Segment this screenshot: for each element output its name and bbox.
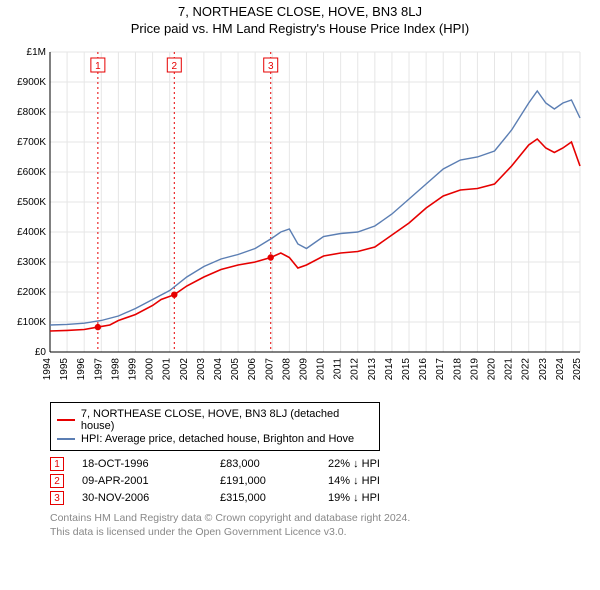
legend-box: 7, NORTHEASE CLOSE, HOVE, BN3 8LJ (detac… (50, 402, 380, 451)
svg-text:1998: 1998 (110, 358, 121, 381)
table-row: 2 09-APR-2001 £191,000 14% ↓ HPI (50, 474, 592, 488)
svg-text:1995: 1995 (59, 358, 70, 381)
svg-text:£100K: £100K (17, 317, 46, 328)
svg-text:£300K: £300K (17, 257, 46, 268)
svg-text:2002: 2002 (179, 358, 190, 381)
sale-badge: 1 (50, 457, 64, 471)
svg-text:2004: 2004 (213, 358, 224, 381)
table-row: 1 18-OCT-1996 £83,000 22% ↓ HPI (50, 457, 592, 471)
svg-text:2015: 2015 (401, 358, 412, 381)
sales-table: 1 18-OCT-1996 £83,000 22% ↓ HPI 2 09-APR… (50, 457, 592, 505)
svg-text:2011: 2011 (333, 358, 344, 380)
footer-attribution: Contains HM Land Registry data © Crown c… (50, 511, 592, 539)
svg-text:2021: 2021 (504, 358, 515, 381)
svg-text:2012: 2012 (350, 358, 361, 381)
footer-line: This data is licensed under the Open Gov… (50, 525, 592, 539)
svg-text:2005: 2005 (230, 358, 241, 381)
svg-text:2000: 2000 (145, 358, 156, 381)
svg-text:£0: £0 (35, 347, 47, 358)
svg-text:2023: 2023 (538, 358, 549, 381)
sale-pct: 14% ↓ HPI (328, 475, 398, 487)
sale-price: £83,000 (220, 458, 310, 470)
legend-swatch (57, 419, 75, 421)
svg-text:2008: 2008 (281, 358, 292, 381)
svg-text:2007: 2007 (264, 358, 275, 381)
svg-text:£1M: £1M (27, 47, 46, 58)
svg-text:2024: 2024 (555, 358, 566, 381)
legend-label: 7, NORTHEASE CLOSE, HOVE, BN3 8LJ (detac… (81, 408, 373, 432)
svg-text:2: 2 (172, 61, 178, 72)
svg-text:1999: 1999 (127, 358, 138, 381)
sale-price: £191,000 (220, 475, 310, 487)
sale-date: 30-NOV-2006 (82, 492, 202, 504)
svg-text:1997: 1997 (93, 358, 104, 381)
svg-text:£200K: £200K (17, 287, 46, 298)
legend-label: HPI: Average price, detached house, Brig… (81, 433, 354, 445)
svg-text:2013: 2013 (367, 358, 378, 381)
sale-date: 18-OCT-1996 (82, 458, 202, 470)
svg-text:2010: 2010 (316, 358, 327, 381)
line-chart: £0 £100K £200K £300K £400K £500K £600K £700K £80… (8, 44, 592, 396)
svg-text:£700K: £700K (17, 137, 46, 148)
svg-text:£600K: £600K (17, 167, 46, 178)
chart-title: 7, NORTHEASE CLOSE, HOVE, BN3 8LJ (8, 4, 592, 19)
svg-text:2019: 2019 (469, 358, 480, 381)
svg-text:1996: 1996 (76, 358, 87, 381)
svg-text:2006: 2006 (247, 358, 258, 381)
svg-text:£400K: £400K (17, 227, 46, 238)
svg-text:2022: 2022 (521, 358, 532, 381)
svg-text:2025: 2025 (572, 358, 583, 381)
sale-pct: 19% ↓ HPI (328, 492, 398, 504)
svg-text:2014: 2014 (384, 358, 395, 381)
sale-badge: 3 (50, 491, 64, 505)
footer-line: Contains HM Land Registry data © Crown c… (50, 511, 592, 525)
chart-area: £0 £100K £200K £300K £400K £500K £600K £700K £80… (8, 44, 592, 396)
svg-text:2017: 2017 (435, 358, 446, 381)
sale-date: 09-APR-2001 (82, 475, 202, 487)
svg-text:£800K: £800K (17, 107, 46, 118)
legend-swatch (57, 438, 75, 440)
svg-text:2016: 2016 (418, 358, 429, 381)
svg-text:£500K: £500K (17, 197, 46, 208)
table-row: 3 30-NOV-2006 £315,000 19% ↓ HPI (50, 491, 592, 505)
svg-text:2018: 2018 (452, 358, 463, 381)
legend-item: 7, NORTHEASE CLOSE, HOVE, BN3 8LJ (detac… (57, 408, 373, 432)
svg-text:2020: 2020 (487, 358, 498, 381)
svg-text:2009: 2009 (298, 358, 309, 381)
svg-text:2003: 2003 (196, 358, 207, 381)
sale-price: £315,000 (220, 492, 310, 504)
chart-subtitle: Price paid vs. HM Land Registry's House … (8, 21, 592, 36)
svg-text:2001: 2001 (162, 358, 173, 381)
svg-text:3: 3 (268, 61, 274, 72)
legend-item: HPI: Average price, detached house, Brig… (57, 433, 373, 445)
svg-text:1994: 1994 (42, 358, 53, 381)
svg-text:1: 1 (95, 61, 101, 72)
sale-badge: 2 (50, 474, 64, 488)
sale-pct: 22% ↓ HPI (328, 458, 398, 470)
svg-text:£900K: £900K (17, 77, 46, 88)
